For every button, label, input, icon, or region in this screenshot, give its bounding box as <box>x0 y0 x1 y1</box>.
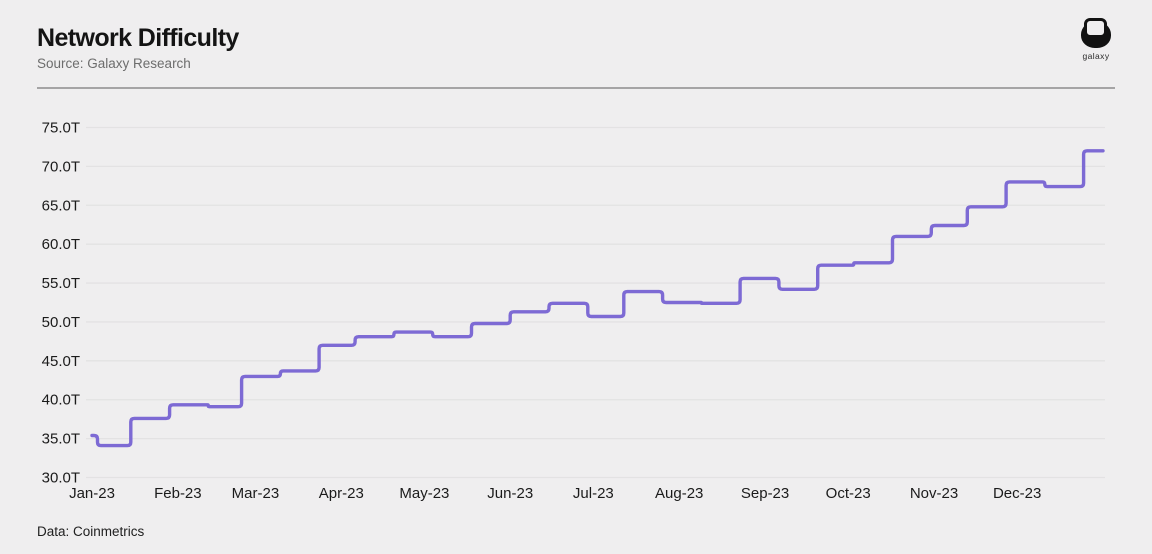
y-tick-label: 55.0T <box>42 275 80 292</box>
y-tick-label: 70.0T <box>42 158 80 175</box>
galaxy-logo-icon <box>1080 18 1112 49</box>
galaxy-logo: galaxy <box>1074 18 1118 61</box>
y-tick-label: 65.0T <box>42 197 80 214</box>
x-tick-label: Dec-23 <box>993 485 1041 502</box>
x-tick-label: Jan-23 <box>69 485 115 502</box>
x-tick-label: Apr-23 <box>319 485 364 502</box>
header-divider <box>37 87 1115 89</box>
page-title: Network Difficulty <box>37 24 239 52</box>
y-tick-label: 75.0T <box>42 120 80 137</box>
y-tick-label: 35.0T <box>42 431 80 448</box>
data-source-label: Data: Coinmetrics <box>37 524 145 539</box>
y-tick-label: 30.0T <box>42 470 80 487</box>
y-tick-label: 60.0T <box>42 236 80 253</box>
galaxy-wordmark: galaxy <box>1082 51 1110 61</box>
x-tick-label: Feb-23 <box>154 485 202 502</box>
x-tick-label: Oct-23 <box>826 485 871 502</box>
x-tick-label: Mar-23 <box>232 485 280 502</box>
x-tick-label: Sep-23 <box>741 485 789 502</box>
source-label: Source: Galaxy Research <box>37 56 191 71</box>
y-tick-label: 45.0T <box>42 353 80 370</box>
x-tick-label: Jul-23 <box>573 485 614 502</box>
x-tick-label: Aug-23 <box>655 485 703 502</box>
difficulty-line <box>90 149 1105 448</box>
x-tick-label: Jun-23 <box>487 485 533 502</box>
y-tick-label: 50.0T <box>42 314 80 331</box>
chart-header: Network Difficulty Source: Galaxy Resear… <box>37 24 239 71</box>
x-tick-label: Nov-23 <box>910 485 958 502</box>
y-tick-label: 40.0T <box>42 392 80 409</box>
x-tick-label: May-23 <box>399 485 449 502</box>
logo-square-shape <box>1084 18 1107 38</box>
